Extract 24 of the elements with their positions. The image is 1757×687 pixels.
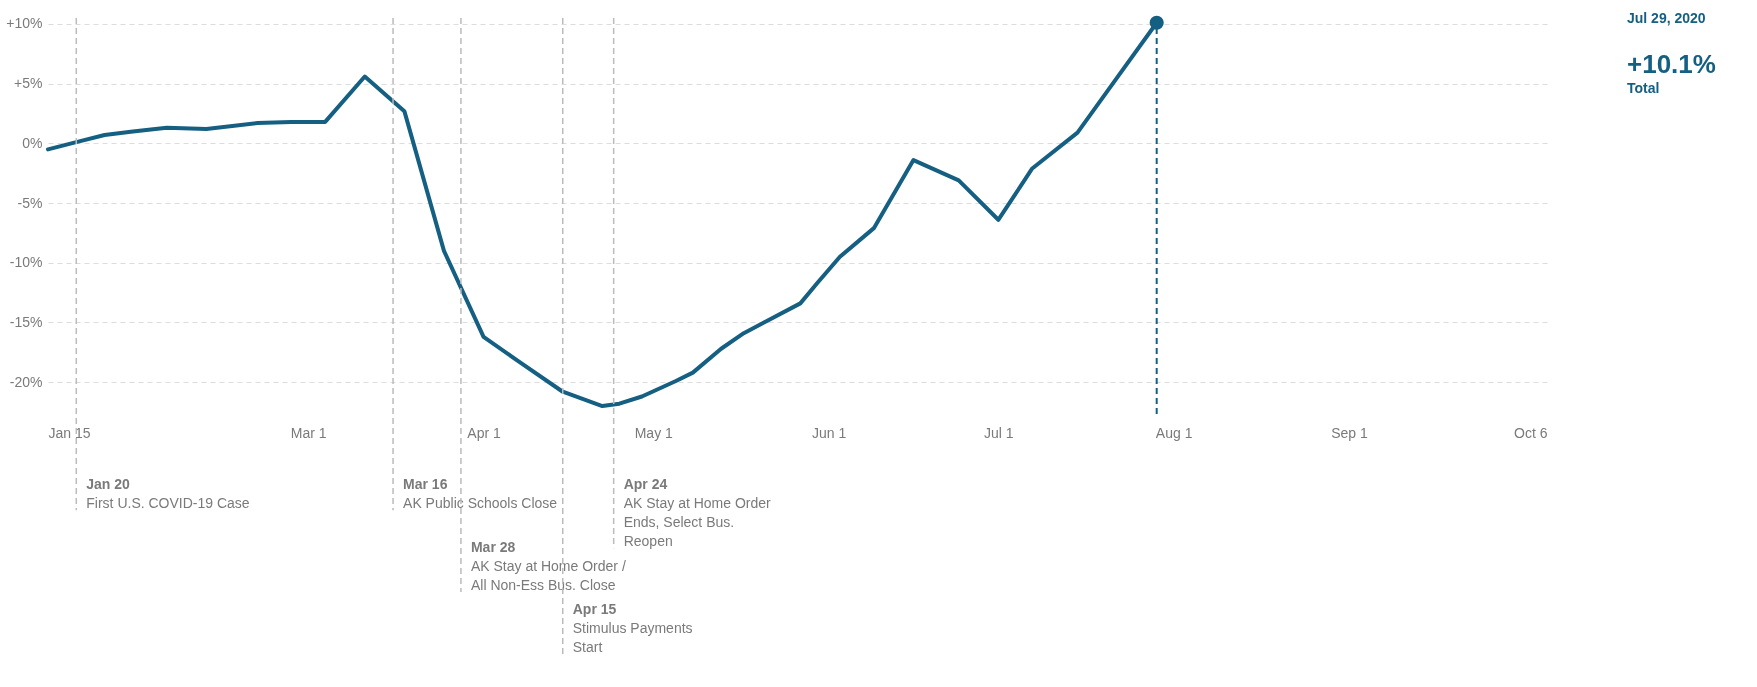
y-tick-label: +10% — [6, 15, 43, 32]
x-tick-label: Apr 1 — [467, 424, 501, 441]
y-tick-label: +5% — [14, 75, 43, 92]
y-tick-label: -15% — [9, 313, 43, 330]
y-tick-label: -10% — [9, 254, 43, 271]
text: +10.1% — [1627, 49, 1716, 79]
x-tick-label: Sep 1 — [1331, 424, 1369, 441]
x-tick-label: Oct 6 — [1514, 424, 1548, 441]
ref-line-label: Mar 16 AK Public Schools Close — [403, 476, 558, 511]
x-tick-label: Jul 1 — [984, 424, 1014, 441]
x-tick-label: May 1 — [634, 424, 674, 441]
ref-line-label: Jan 20 First U.S. COVID-19 Case — [86, 476, 250, 511]
text: Total — [1627, 80, 1660, 96]
ref-line-label: Apr 24 AK Stay at Home Order Ends, Select Bus. Reopen — [623, 476, 772, 549]
y-tick-label: -5% — [17, 194, 43, 211]
x-tick-label: Mar 1 — [290, 424, 327, 441]
text: Jul 29, 2020 — [1627, 10, 1706, 26]
y-tick-label: -20% — [9, 373, 43, 390]
ref-line-label: Mar 28 AK Stay at Home Order / All Non-Ess Bus. Close — [470, 538, 626, 593]
y-tick-label: 0% — [22, 134, 43, 151]
ref-line-label: Apr 15 Stimulus Payments Start — [572, 601, 693, 656]
x-tick-label: Jan 15 — [48, 424, 91, 441]
x-tick-label: Jun 1 — [811, 424, 847, 441]
x-tick-label: Aug 1 — [1155, 424, 1193, 441]
